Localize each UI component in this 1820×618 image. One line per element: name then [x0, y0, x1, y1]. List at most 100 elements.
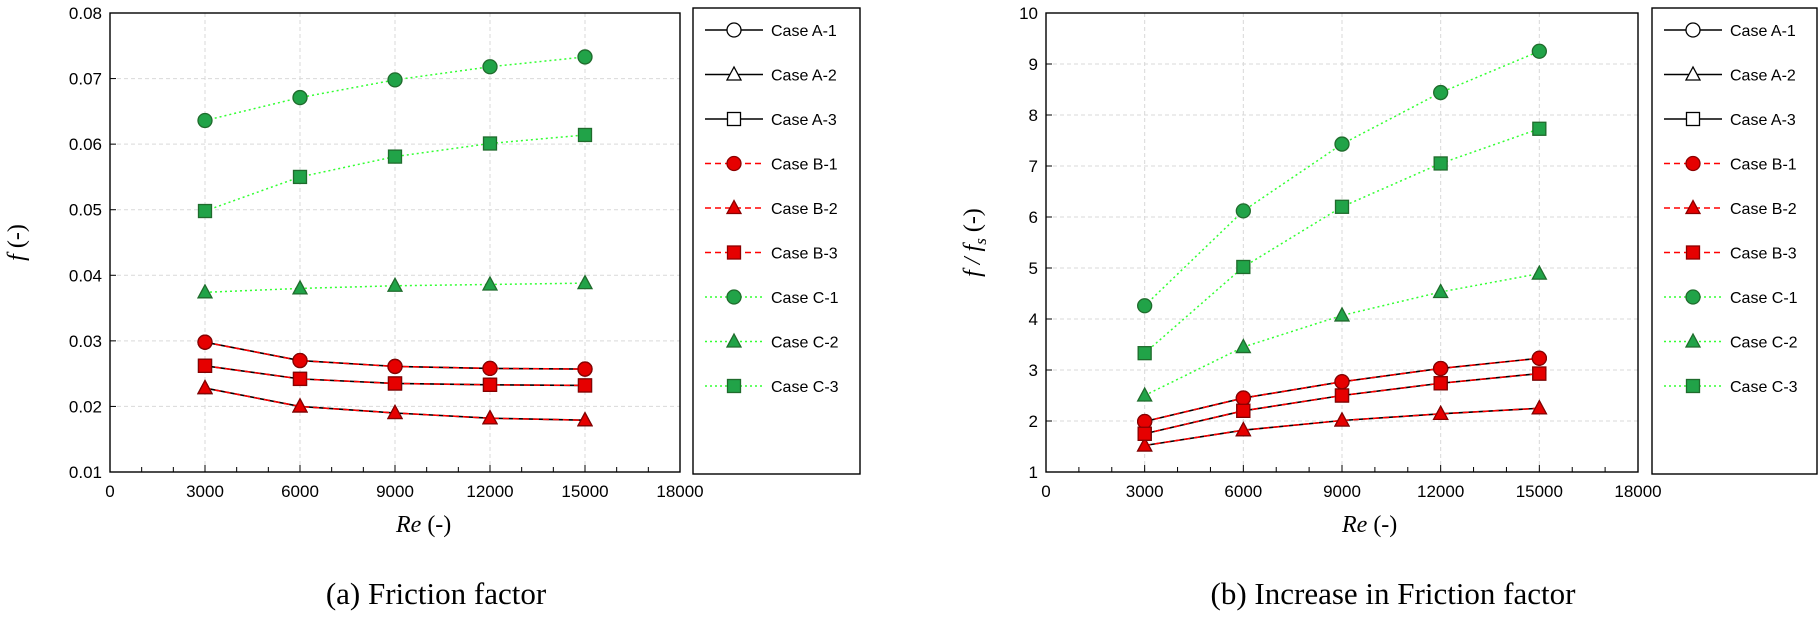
x-tick-label: 9000	[1323, 482, 1361, 501]
x-tick-label: 15000	[561, 482, 608, 501]
x-tick-label: 12000	[1417, 482, 1464, 501]
chart-caption: (a) Friction factor	[326, 576, 547, 611]
legend-item: Case B-1	[1664, 155, 1797, 174]
data-point	[292, 89, 308, 106]
data-point	[197, 112, 213, 129]
x-axis-label-unit: (-)	[421, 512, 451, 538]
series-line	[204, 134, 586, 212]
legend-item: Case B-3	[1664, 245, 1797, 263]
y-axis-label-subscript: s	[971, 238, 990, 245]
y-tick-label: 8	[1029, 106, 1038, 125]
legend-item: Case B-2	[705, 199, 838, 218]
series-line	[1144, 407, 1540, 447]
data-point	[576, 274, 594, 290]
y-tick-label: 9	[1029, 55, 1038, 74]
legend-marker	[1685, 111, 1701, 127]
legend-marker	[1684, 65, 1702, 81]
data-point	[481, 275, 499, 291]
legend-label: Case C-3	[1730, 379, 1798, 396]
legend-label: Case C-2	[771, 335, 839, 352]
legend-item: Case C-3	[705, 378, 839, 396]
data-point	[1236, 259, 1251, 275]
y-tick-label: 0.06	[69, 135, 102, 154]
chart-caption: (b) Increase in Friction factor	[1211, 576, 1577, 611]
series-case-b-1	[197, 334, 593, 377]
data-point	[292, 371, 308, 387]
series-case-c-2	[1136, 264, 1548, 402]
data-point	[387, 376, 403, 391]
legend-item: Case C-1	[705, 289, 839, 307]
series-case-b-2	[1136, 399, 1548, 452]
x-axis-label: Re (-)	[395, 512, 451, 538]
y-tick-label: 10	[1019, 4, 1038, 23]
legend: Case A-1 Case A-2 Case A-3 Case B-1 Case B-2…	[692, 7, 861, 475]
data-point	[1433, 360, 1449, 377]
y-tick-label: 0.01	[69, 463, 102, 482]
legend-marker	[1685, 22, 1701, 38]
legend-item: Case C-2	[1664, 332, 1798, 352]
data-point	[577, 127, 593, 143]
data-point	[1235, 421, 1252, 437]
data-point	[1532, 366, 1547, 381]
x-tick-label: 3000	[186, 482, 224, 501]
legend-item: Case B-2	[1664, 199, 1797, 218]
data-point	[386, 404, 404, 420]
data-point	[1137, 426, 1152, 441]
data-point	[482, 59, 498, 75]
y-tick-label: 5	[1029, 259, 1038, 278]
y-axis-label-symbol: f / f	[960, 241, 986, 276]
y-axis-label-unit: (-)	[4, 224, 30, 254]
y-tick-label: 3	[1029, 361, 1038, 380]
data-point	[196, 379, 214, 395]
data-point	[1333, 306, 1351, 322]
x-tick-label: 6000	[1224, 482, 1262, 501]
legend-label: Case B-2	[1730, 201, 1797, 218]
legend-label: Case C-1	[1730, 290, 1798, 307]
series-line	[204, 56, 586, 122]
chart-a: 0 3000 6000 9000 12000 15000 18000 0.01 0.02 0.03…	[4, 4, 861, 611]
data-point	[1136, 386, 1153, 402]
data-point	[1531, 350, 1547, 366]
data-point	[1433, 156, 1448, 171]
x-axis-label-unit: (-)	[1367, 512, 1397, 538]
x-tick-label: 0	[105, 482, 114, 501]
legend-marker	[1685, 245, 1701, 260]
data-point	[1137, 298, 1153, 314]
y-tick-label: 0.08	[69, 4, 102, 23]
legend-marker	[726, 289, 742, 305]
data-point	[482, 360, 498, 377]
legend-marker	[726, 245, 742, 260]
legend-marker	[726, 111, 742, 127]
data-point	[576, 411, 594, 427]
series-case-b-3	[1137, 366, 1547, 441]
legend-marker	[1684, 332, 1702, 348]
data-point	[1333, 411, 1351, 427]
data-point	[1137, 346, 1152, 361]
series-case-b-2	[196, 379, 594, 427]
data-point	[1531, 399, 1548, 415]
data-point	[577, 361, 593, 377]
legend-frame	[1651, 7, 1818, 475]
data-point	[1432, 404, 1449, 421]
data-point	[1136, 436, 1153, 452]
x-tick-label: 12000	[466, 482, 513, 501]
x-tick-label: 18000	[1614, 482, 1661, 501]
data-point	[1532, 121, 1547, 136]
data-point	[1531, 43, 1547, 59]
data-point	[1334, 199, 1350, 214]
legend-marker	[1685, 378, 1701, 394]
x-tick-label: 6000	[281, 482, 319, 501]
data-point	[1433, 376, 1448, 391]
data-point	[197, 203, 213, 219]
data-point	[1334, 374, 1350, 390]
data-point	[482, 136, 498, 151]
data-point	[1235, 338, 1252, 354]
data-point	[387, 72, 403, 88]
y-tick-label: 0.07	[69, 70, 102, 89]
legend-item: Case A-1	[705, 22, 837, 40]
y-tick-label: 1	[1029, 463, 1038, 482]
legend-label: Case A-2	[1730, 68, 1796, 85]
y-tick-label: 2	[1029, 412, 1038, 431]
x-tick-label: 9000	[376, 482, 414, 501]
